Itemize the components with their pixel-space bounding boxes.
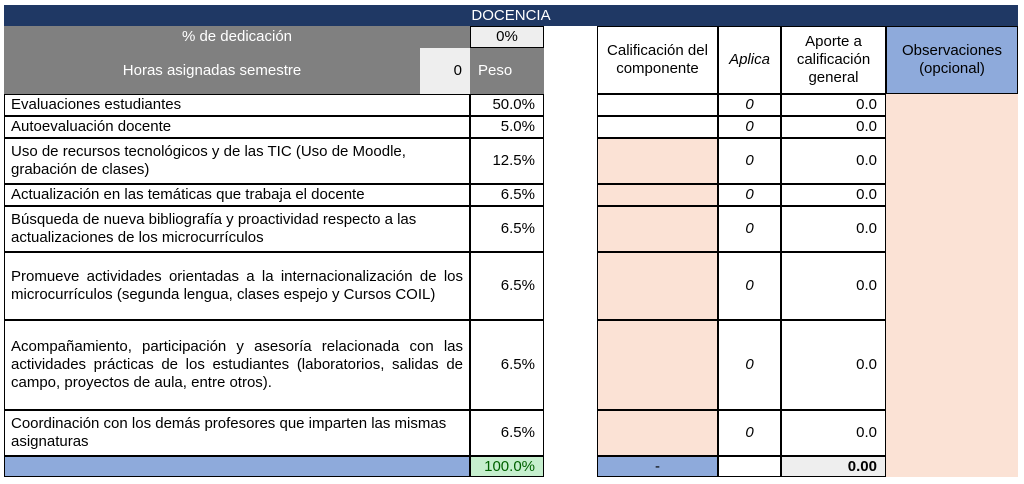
aporte-header: Aporte a calificación general [781,26,886,94]
row-peso: 50.0% [470,94,544,116]
row-calificacion-input[interactable] [597,116,718,138]
row-aporte: 0.0 [781,138,886,184]
observaciones-header: Observaciones (opcional) [886,26,1018,94]
row-aplica: 0 [718,320,781,410]
row-label: Coordinación con los demás profesores qu… [4,410,470,456]
row-aporte: 0.0 [781,94,886,116]
row-peso: 6.5% [470,410,544,456]
row-peso: 6.5% [470,320,544,410]
row-label: Acompañamiento, participación y asesoría… [4,320,470,410]
total-label-cell [4,456,470,477]
total-calificacion: - [597,456,718,477]
row-aporte: 0.0 [781,184,886,206]
aplica-header: Aplica [718,26,781,94]
row-peso: 5.0% [470,116,544,138]
row-aporte: 0.0 [781,252,886,320]
dedicacion-value[interactable]: 0% [470,26,544,48]
row-aporte: 0.0 [781,116,886,138]
total-peso: 100.0% [470,456,544,477]
row-aplica: 0 [718,94,781,116]
row-peso: 6.5% [470,184,544,206]
row-calificacion-input[interactable] [597,138,718,184]
row-calificacion-input[interactable] [597,320,718,410]
dedicacion-label: % de dedicación [4,26,470,48]
row-aplica: 0 [718,410,781,456]
observaciones-input[interactable] [886,94,1018,477]
row-aplica: 0 [718,206,781,252]
row-label: Actualización en las temáticas que traba… [4,184,470,206]
row-calificacion-input[interactable] [597,252,718,320]
horas-label: Horas asignadas semestre [4,48,420,94]
horas-value[interactable]: 0 [420,48,470,94]
row-label: Promueve actividades orientadas a la int… [4,252,470,320]
row-label: Autoevaluación docente [4,116,470,138]
row-label: Evaluaciones estudiantes [4,94,470,116]
row-label: Uso de recursos tecnológicos y de las TI… [4,138,470,184]
row-peso: 6.5% [470,252,544,320]
section-title: DOCENCIA [4,5,1018,26]
row-aporte: 0.0 [781,320,886,410]
peso-header: Peso [470,48,544,94]
row-calificacion-input[interactable] [597,94,718,116]
row-aplica: 0 [718,138,781,184]
row-aplica: 0 [718,116,781,138]
row-aporte: 0.0 [781,206,886,252]
row-aplica: 0 [718,184,781,206]
row-aporte: 0.0 [781,410,886,456]
row-calificacion-input[interactable] [597,410,718,456]
row-calificacion-input[interactable] [597,184,718,206]
row-peso: 12.5% [470,138,544,184]
row-label: Búsqueda de nueva bibliografía y proacti… [4,206,470,252]
row-calificacion-input[interactable] [597,206,718,252]
row-aplica: 0 [718,252,781,320]
total-aporte: 0.00 [781,456,886,477]
calificacion-header: Calificación del componente [597,26,718,94]
total-aplica [718,456,781,477]
row-peso: 6.5% [470,206,544,252]
